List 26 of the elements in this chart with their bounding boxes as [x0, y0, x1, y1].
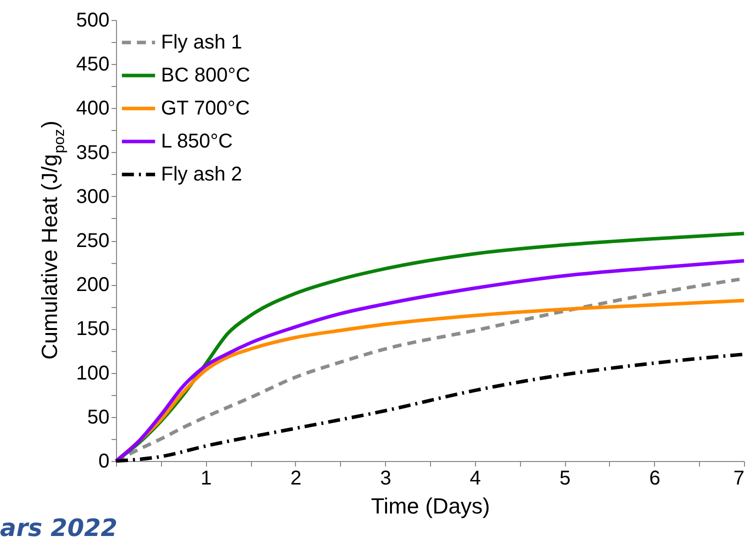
legend-label: Fly ash 1	[161, 32, 242, 54]
x-tick-label: 2	[290, 468, 302, 490]
legend-label: BC 800°C	[161, 64, 250, 86]
y-tick-label: 200	[76, 274, 110, 296]
x-tick-label: 6	[649, 468, 660, 490]
x-axis-title: Time (Days)	[371, 494, 490, 518]
x-tick-label: 5	[560, 468, 571, 490]
x-tick-label: 4	[470, 468, 481, 490]
x-tick-label: 3	[380, 468, 392, 490]
y-tick-label: 0	[98, 450, 110, 472]
y-tick-label: 150	[76, 318, 110, 340]
y-tick-label: 350	[76, 142, 110, 164]
y-tick-label: 250	[76, 230, 110, 252]
legend-label: L 850°C	[161, 130, 233, 152]
legend-label: Fly ash 2	[161, 164, 242, 186]
y-tick-label: 500	[76, 10, 110, 32]
x-tick-label: 7	[733, 468, 744, 490]
legend-label: GT 700°C	[161, 98, 250, 120]
y-tick-label: 450	[76, 54, 110, 76]
text: ars 2022	[0, 514, 118, 542]
y-tick-label: 400	[76, 98, 110, 120]
x-tick-label: 1	[200, 468, 212, 490]
y-tick-label: 50	[87, 406, 110, 428]
y-tick-label: 100	[76, 362, 110, 384]
y-tick-label: 300	[76, 186, 110, 208]
y-axis-title: Cumulative Heat (J/gpoz)	[37, 120, 68, 360]
